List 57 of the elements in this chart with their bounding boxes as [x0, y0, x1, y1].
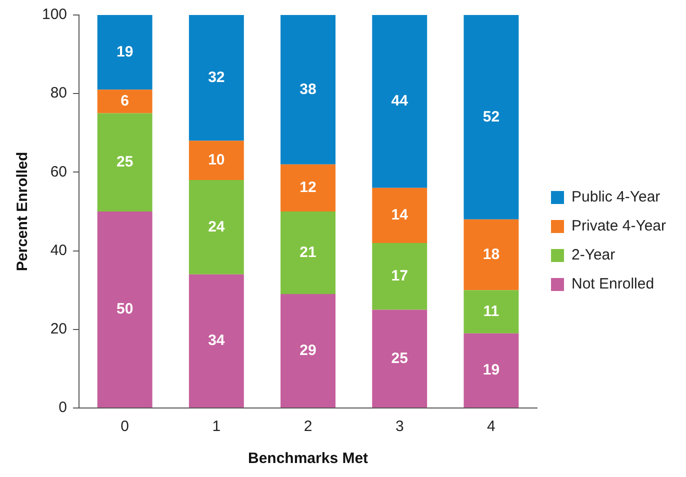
y-tick-label: 60 — [50, 163, 68, 180]
data-label: 34 — [208, 332, 226, 350]
y-axis-title: Percent Enrolled — [14, 152, 32, 272]
data-label: 12 — [300, 179, 316, 196]
bar — [97, 113, 152, 212]
data-label: 25 — [116, 154, 134, 171]
y-tick-label: 40 — [50, 242, 68, 259]
bar — [280, 15, 336, 164]
data-label: 6 — [120, 92, 129, 110]
legend-label: Private 4-Year — [572, 218, 666, 235]
legend-label: 2-Year — [572, 246, 616, 264]
data-label: 24 — [208, 218, 226, 236]
data-label: 18 — [482, 246, 500, 263]
bar — [188, 140, 244, 180]
bar — [97, 15, 152, 90]
y-tick-label: 0 — [58, 399, 68, 416]
x-tick-label: 3 — [395, 418, 404, 436]
bar — [372, 188, 428, 243]
bar — [464, 333, 519, 408]
bar — [188, 15, 244, 141]
data-label: 44 — [391, 92, 409, 110]
legend-label: Public 4-Year — [572, 188, 660, 206]
legend-label: Not Enrolled — [572, 276, 654, 293]
x-tick-label: 2 — [304, 418, 312, 436]
bar — [372, 310, 428, 408]
data-label: 50 — [116, 300, 134, 318]
data-label: 52 — [482, 108, 500, 126]
data-label: 32 — [208, 69, 225, 86]
data-label: 10 — [208, 152, 225, 169]
x-tick-label: 0 — [120, 418, 129, 436]
bar — [464, 15, 519, 220]
bar — [280, 294, 336, 408]
data-label: 11 — [483, 302, 500, 320]
data-label: 19 — [116, 43, 134, 60]
bar — [97, 212, 152, 408]
bar — [188, 274, 244, 408]
x-tick-label: 1 — [212, 418, 221, 436]
bar — [464, 290, 519, 334]
x-axis-title: Benchmarks Met — [248, 450, 368, 468]
bar — [280, 212, 336, 294]
y-tick-label: 80 — [50, 84, 68, 102]
bar — [372, 15, 428, 188]
data-label: 29 — [300, 342, 316, 359]
data-label: 19 — [482, 362, 500, 379]
bar — [188, 180, 244, 274]
bar — [280, 164, 336, 212]
data-label: 38 — [300, 80, 316, 98]
y-tick-label: 20 — [50, 320, 68, 338]
bar — [97, 90, 152, 114]
data-label: 14 — [391, 206, 409, 224]
data-label: 17 — [391, 267, 408, 284]
x-tick-label: 4 — [487, 418, 496, 436]
data-label: 25 — [391, 350, 408, 367]
y-tick-label: 100 — [42, 6, 68, 24]
bar — [372, 242, 428, 310]
bar — [464, 219, 519, 290]
data-label: 21 — [300, 244, 316, 261]
